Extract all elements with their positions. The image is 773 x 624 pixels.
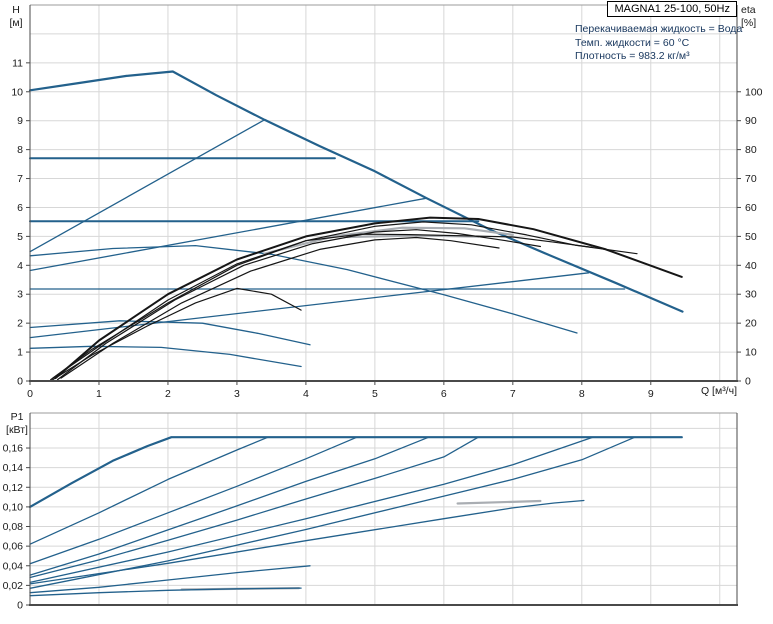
tick-label-left: 0 [17,600,23,612]
tick-label-left: 7 [17,173,23,185]
power-axis-label: P1 [кВт] [2,411,32,437]
power-prop-pressure-2 [29,436,430,576]
eta-axis-label: eta [%] [741,4,771,30]
tick-label-left: 6 [17,202,23,214]
power-const-pressure-1 [29,436,358,565]
curve-max-speed [28,70,684,313]
tick-label-left: 0,14 [3,462,24,474]
curve-eta-min [50,287,302,382]
power-axis-symbol: P1 [10,411,24,423]
tick-label-bottom: 4 [303,388,309,400]
tick-label-right: 60 [745,202,757,214]
curve-eta-grey-strand-2 [346,234,480,239]
power-const-pressure-3 [29,436,636,589]
tick-label-bottom: 3 [234,388,240,400]
power-prop-pressure-1 [29,436,594,584]
curve-eta-3 [50,233,593,381]
curve-prop-pressure-2 [29,197,428,272]
head-axis-unit: [м] [9,17,23,29]
tick-label-left: 11 [12,57,23,69]
tick-label-right: 20 [745,318,757,330]
tick-label-left: 0,08 [3,521,24,533]
curve-eta-2 [52,221,638,379]
tick-label-right: 50 [745,231,757,243]
tick-label-bottom: 2 [165,388,171,400]
curve-eta-max [54,216,683,380]
tick-label-left: 0,16 [3,443,24,455]
tick-label-bottom: 9 [648,388,654,400]
power-grey-speed-ii-tail [456,499,542,505]
curve-eta-5 [56,229,542,381]
tick-label-left: 1 [17,347,23,359]
curve-speed-i [29,320,311,346]
tick-label-right: 40 [745,260,757,272]
tick-label-left: 0,04 [3,560,24,572]
tick-label-left: 4 [17,260,23,272]
eta-axis-unit: [%] [741,17,757,29]
tick-label-right: 100 [745,86,763,98]
tick-label-right: 80 [745,144,757,156]
tick-label-left: 0,02 [3,580,24,592]
tick-label-left: 0,10 [3,501,24,513]
curve-prop-pressure-3 [29,119,266,253]
fluid-conditions: Перекачиваемая жидкость = Вода Темп. жид… [575,23,742,64]
power-min-speed [29,587,302,597]
power-speed-ii [29,499,585,585]
tick-label-left: 9 [17,115,23,127]
curve-min-speed [29,345,302,368]
tick-label-left: 10 [11,86,23,98]
tick-label-left: 2 [17,318,23,330]
tick-label-right: 70 [745,173,757,185]
curve-prop-pressure-1 [29,272,590,339]
power-const-pressure-2 [29,436,479,579]
curve-speed-ii [29,244,578,334]
tick-label-left: 8 [17,144,23,156]
tick-label-right: 30 [745,289,757,301]
power-speed-i [29,565,311,594]
tick-label-bottom: 7 [510,388,516,400]
curve-eta-grey-strand-1 [263,226,514,255]
tick-label-left: 0 [17,376,23,388]
power-axis-unit: [кВт] [6,424,28,436]
tick-label-right: 90 [745,115,757,127]
tick-label-bottom: 5 [372,388,378,400]
condition-fluid: Перекачиваемая жидкость = Вода [575,23,743,35]
flow-axis-label: Q [м³/ч] [700,385,737,397]
tick-label-left: 3 [17,289,23,301]
tick-label-bottom: 6 [441,388,447,400]
head-axis-symbol: H [12,4,20,16]
eta-axis-symbol: eta [741,4,756,16]
condition-temperature: Темп. жидкости = 60 °C [575,36,690,49]
tick-label-bottom: 1 [96,388,102,400]
pump-model-title: MAGNA1 25-100, 50Hz [607,1,737,17]
condition-density: Плотность = 983.2 кг/м³ [575,50,690,62]
power-prop-pressure-3 [29,436,269,545]
head-axis-label: H [м] [2,4,30,30]
tick-label-bottom: 0 [27,388,33,400]
tick-label-bottom: 8 [579,388,585,400]
tick-label-right: 0 [745,376,751,388]
tick-label-left: 0,06 [3,541,24,553]
power-max-speed [28,436,683,508]
tick-label-left: 5 [17,231,23,243]
tick-label-right: 10 [745,347,757,359]
curve-eta-4 [60,236,500,379]
tick-label-left: 0,12 [3,482,24,494]
